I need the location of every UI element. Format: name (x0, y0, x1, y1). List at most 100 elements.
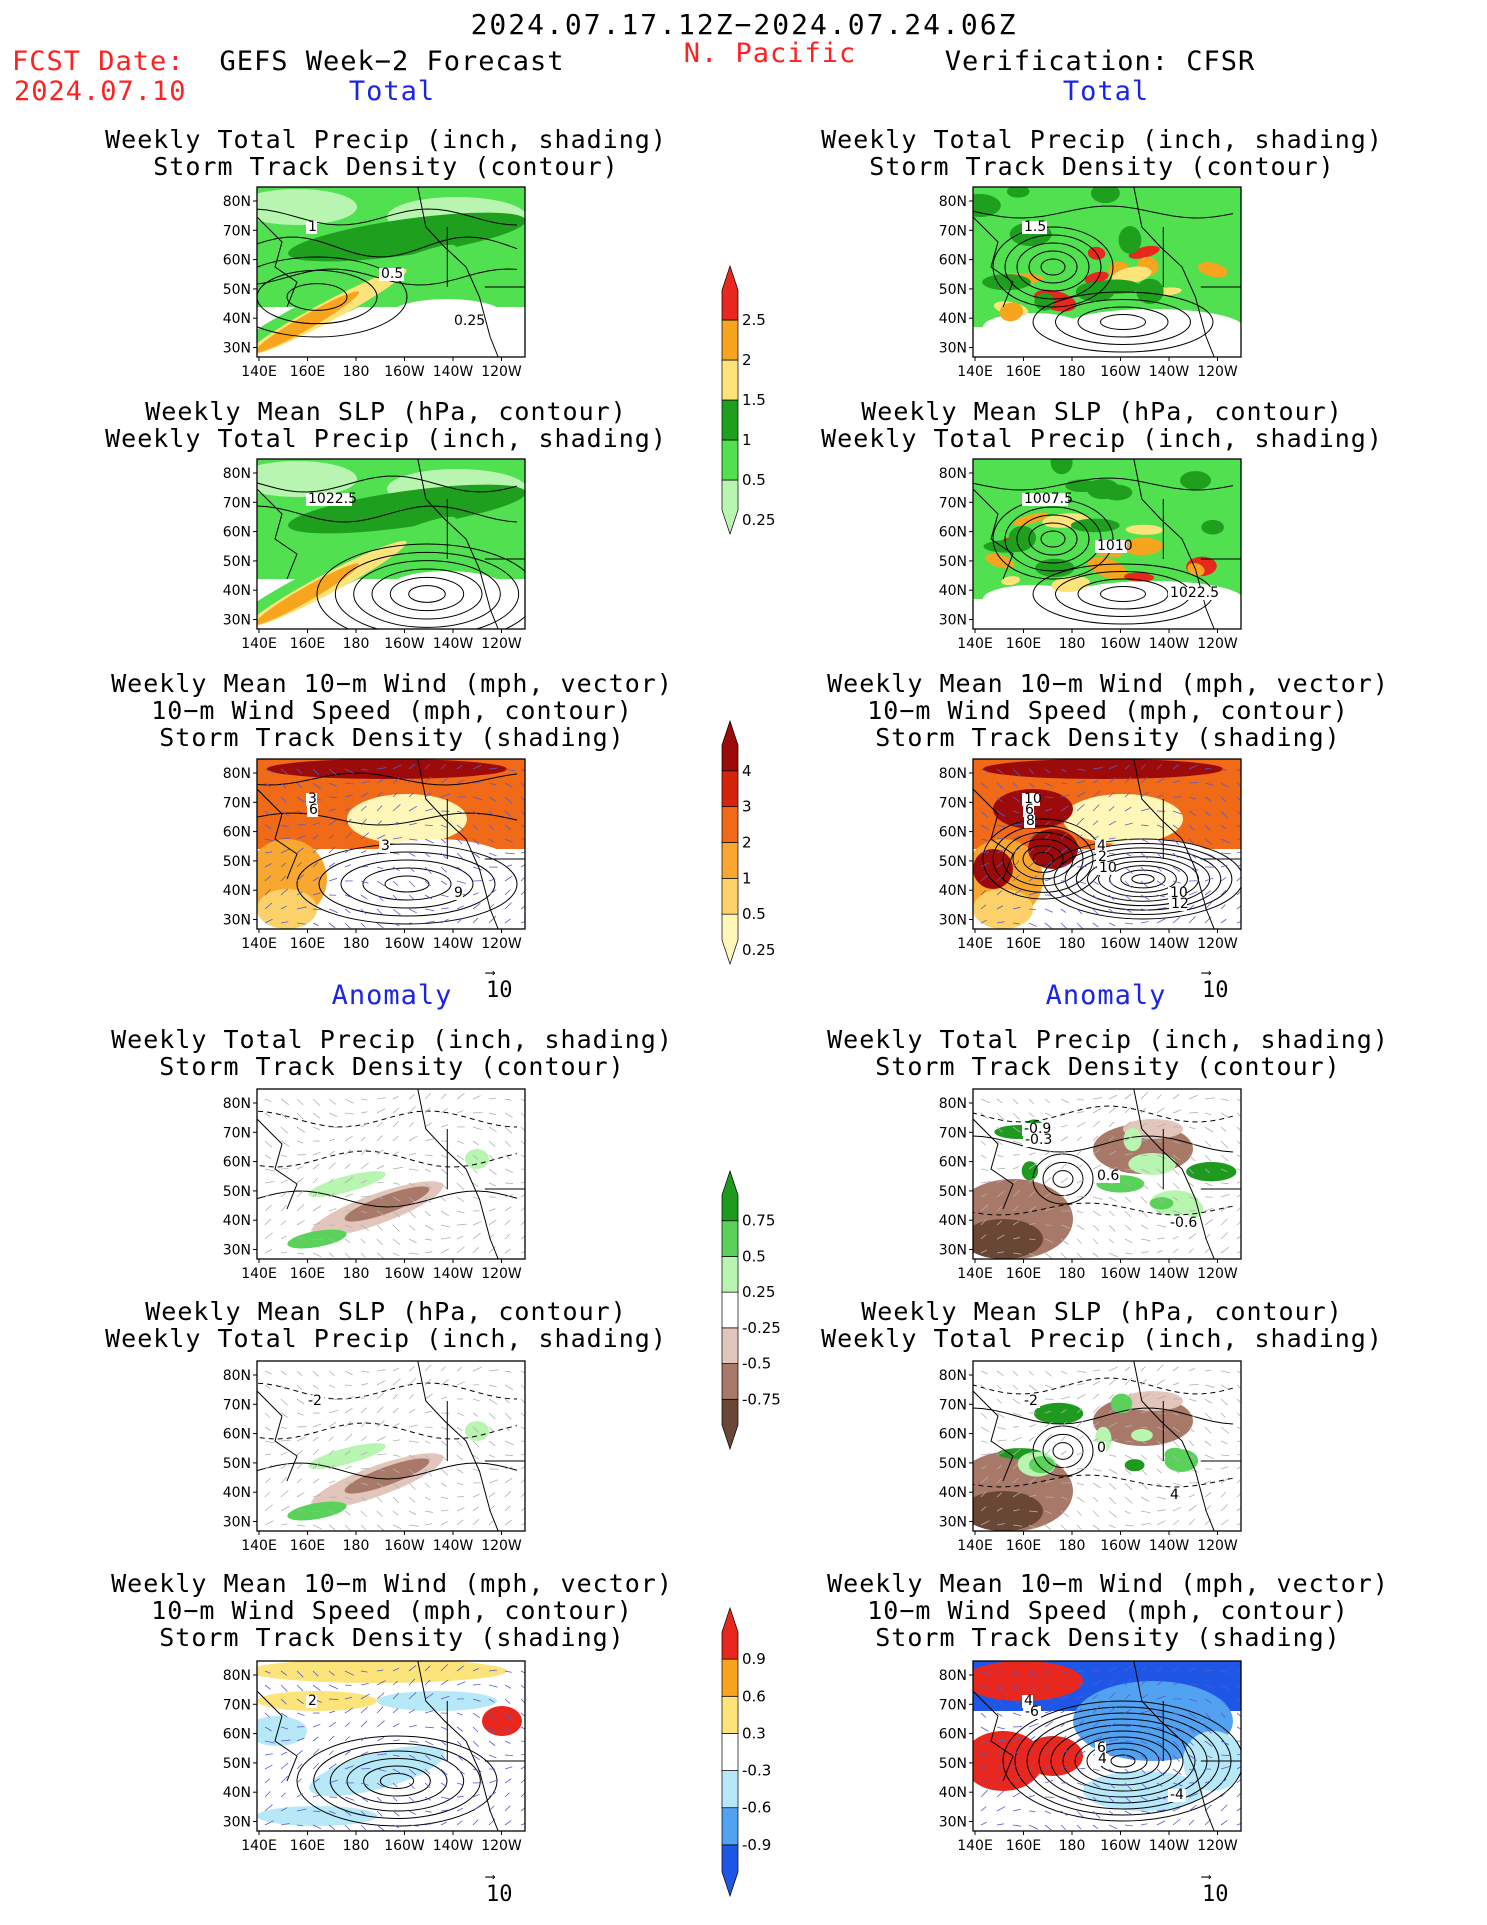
wind-vector (1092, 1252, 1099, 1258)
wind-vector (1140, 1210, 1148, 1218)
wind-vector (264, 824, 272, 829)
wind-vector (1012, 922, 1020, 925)
wind-vector (360, 1510, 368, 1518)
wind-vector (280, 1451, 287, 1456)
shading-blob (257, 1716, 307, 1746)
wind-vector (1220, 1426, 1229, 1434)
wind-vector (424, 1496, 431, 1501)
wind-vector (1012, 1370, 1019, 1377)
wind-vector (1012, 1112, 1020, 1120)
contour-label: 1022.5 (1170, 585, 1219, 601)
wind-vector (980, 1465, 987, 1470)
lat-tick-label: 30N (939, 1815, 967, 1831)
wind-vector (488, 1412, 496, 1420)
wind-vector (1124, 1824, 1133, 1827)
shading-blob (1090, 187, 1120, 204)
wind-vector (1172, 1426, 1180, 1433)
wind-vector (1140, 1679, 1147, 1686)
wind-vector (1204, 890, 1212, 896)
wind-vector (392, 1423, 400, 1428)
wind-vector (504, 1140, 511, 1148)
coastline (257, 788, 298, 880)
wind-vector (1172, 1667, 1179, 1672)
wind-vector (1060, 1708, 1069, 1714)
shading-blob (983, 759, 1223, 779)
lon-tick-label: 140E (957, 936, 993, 952)
lon-tick-label: 140W (1149, 1838, 1190, 1854)
contour-line (257, 208, 518, 226)
wind-vector (1108, 1468, 1118, 1475)
lon-tick-label: 160W (384, 1838, 425, 1854)
colorbar-swatch (721, 1733, 739, 1771)
shading-blob (1124, 1459, 1145, 1472)
lon-tick-label: 140W (433, 636, 474, 652)
wind-vector (1204, 1168, 1211, 1174)
wind-vector (1220, 1804, 1228, 1812)
contour-label: 1 (308, 219, 317, 235)
wind-vector (360, 1720, 368, 1728)
wind-vector (1092, 1468, 1102, 1472)
wind-vector (1236, 1766, 1241, 1770)
wind-vector (1204, 782, 1214, 786)
wind-vector (408, 1678, 416, 1686)
wind-vector (456, 1210, 465, 1214)
wind-vector (328, 1824, 336, 1830)
wind-vector (1108, 1407, 1115, 1414)
wind-vector (1156, 1123, 1166, 1128)
lon-tick-label: 140W (433, 936, 474, 952)
wind-vector (328, 1436, 334, 1442)
wind-vector (1028, 1750, 1034, 1756)
wind-vector (1140, 1410, 1150, 1414)
lon-tick-label: 180 (343, 1266, 370, 1282)
wind-vector (440, 1182, 449, 1191)
lat-tick-label: 30N (223, 913, 251, 929)
wind-vector (980, 810, 989, 818)
wind-vector (456, 1110, 464, 1114)
wind-vector (1220, 1218, 1228, 1226)
lat-tick-label: 30N (223, 1815, 251, 1831)
contour-line (379, 1773, 415, 1789)
wind-vector (440, 838, 447, 844)
wind-vector (328, 1150, 335, 1156)
wind-vector (456, 810, 463, 814)
lon-tick-label: 180 (343, 364, 370, 380)
wind-vector (296, 782, 303, 788)
wind-vector (392, 1782, 398, 1788)
wind-vector (1220, 1384, 1228, 1390)
wind-vector (1220, 1112, 1230, 1118)
wind-vector (408, 1754, 416, 1759)
wind-vector (376, 1436, 386, 1442)
wind-vector (360, 768, 369, 771)
wind-vector (1220, 852, 1231, 855)
wind-vector (472, 1740, 479, 1747)
wind-vector (440, 880, 448, 885)
wind-vector (520, 1384, 525, 1390)
coastline (417, 459, 499, 629)
wind-vector (264, 1384, 271, 1390)
wind-vector (328, 782, 337, 787)
wind-vector (1044, 1779, 1054, 1784)
wind-vector (472, 1196, 480, 1200)
wind-vector (376, 1524, 385, 1531)
wind-vector (296, 891, 303, 896)
contour-label: 8 (1026, 813, 1035, 829)
wind-vector (1236, 1098, 1241, 1102)
wind-vector (1156, 1726, 1164, 1731)
wind-vector (1012, 1491, 1022, 1498)
wind-vector (1204, 1669, 1214, 1672)
wind-vector (1156, 918, 1166, 924)
wind-vector (376, 1420, 385, 1428)
wind-vector (1236, 1822, 1241, 1826)
wind-vector (1108, 1679, 1117, 1686)
contour-line (1120, 869, 1166, 889)
wind-vector (1156, 1094, 1162, 1100)
wind-vector (376, 1210, 386, 1217)
wind-vector (1204, 1154, 1212, 1162)
wind-vector (1012, 782, 1018, 788)
wind-vector (296, 1793, 303, 1798)
wind-vector (1140, 1393, 1150, 1400)
wind-vector (344, 1135, 353, 1142)
wind-vector (392, 894, 399, 901)
wind-vector (980, 919, 987, 924)
